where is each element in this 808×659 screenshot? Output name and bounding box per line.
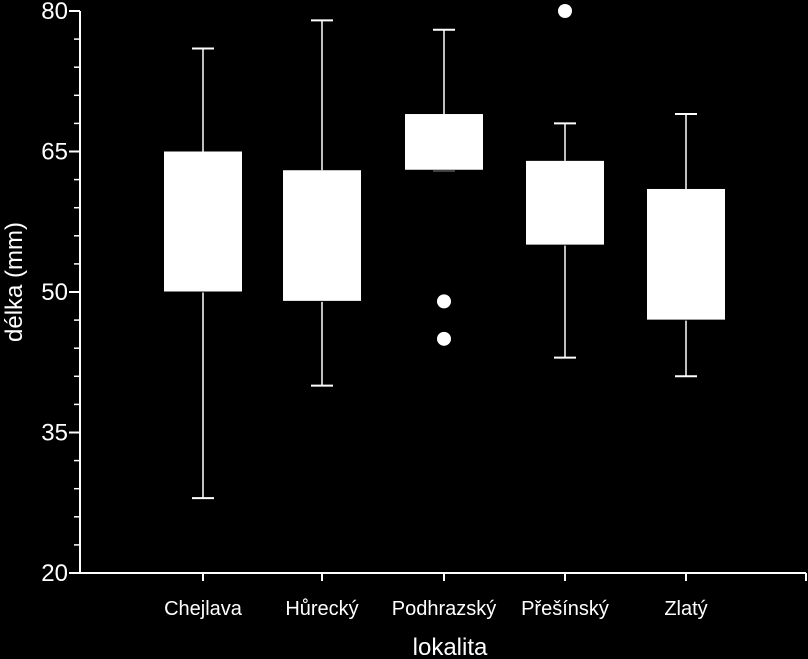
y-tick-label: 35	[41, 420, 68, 447]
box-přešínský	[526, 4, 604, 359]
y-tick-label: 20	[41, 560, 68, 587]
x-tick-label: Hůrecký	[285, 598, 358, 620]
box-chejlava	[164, 47, 242, 500]
boxes-group	[164, 4, 725, 500]
y-axis: 20 35 50 65 80	[41, 0, 81, 587]
iqr-box	[164, 151, 242, 292]
x-tick-label: Přešínský	[521, 598, 609, 620]
y-tick-label: 65	[41, 139, 68, 166]
x-axis-title: lokalita	[413, 634, 488, 659]
iqr-box	[283, 170, 361, 302]
x-tick-label: Podhrazský	[392, 598, 497, 620]
box-hůrecký	[283, 19, 361, 387]
iqr-box	[647, 188, 725, 321]
x-tick-label: Chejlava	[164, 598, 243, 620]
box-zlatý	[647, 113, 725, 378]
iqr-box	[405, 114, 483, 171]
outlier-point	[437, 331, 451, 346]
outlier-point	[437, 294, 451, 309]
outlier-point	[558, 4, 572, 18]
y-tick-label: 80	[41, 0, 68, 25]
box-podhrazský	[405, 28, 483, 346]
x-tick-label: Zlatý	[664, 598, 707, 620]
x-axis: Chejlava Hůrecký Podhrazský Přešínský Zlatý	[79, 572, 807, 620]
y-tick-label: 50	[41, 279, 68, 306]
y-axis-title: délka (mm)	[1, 222, 28, 342]
iqr-box	[526, 160, 604, 246]
